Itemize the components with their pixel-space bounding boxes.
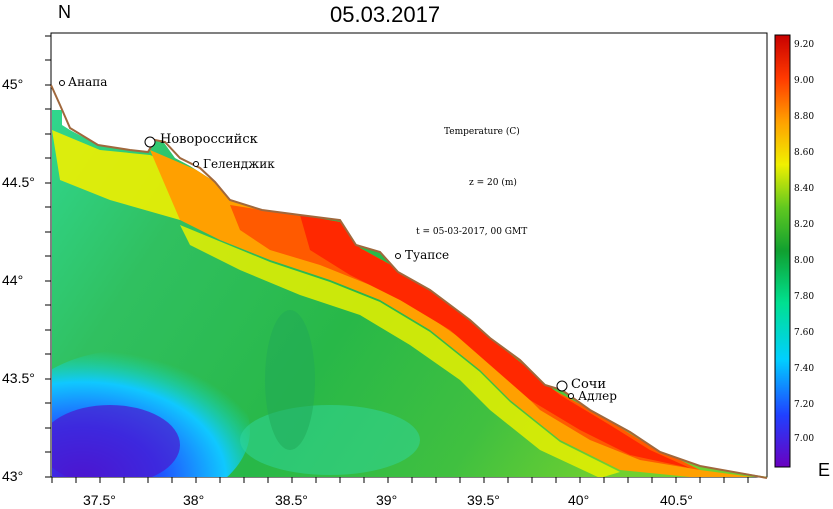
y-tick-label: 43.5° (2, 370, 35, 386)
variable-annotation: Temperature (C) (444, 127, 520, 137)
city-label-gelendzhik: Геленджик (203, 157, 275, 171)
colorbar-tick-label: 7.00 (794, 434, 815, 444)
colorbar-tick-label: 8.20 (794, 220, 815, 230)
colorbar-tick-label: 7.80 (794, 292, 815, 302)
colorbar-tick-label: 9.00 (794, 76, 815, 86)
colorbar-tick-label: 8.60 (794, 148, 815, 158)
y-tick-label: 45° (2, 76, 24, 92)
city-marker-adler (568, 393, 574, 399)
city-label-tuapse: Туапсе (405, 248, 450, 262)
x-tick-label: 40.5° (660, 492, 693, 508)
city-marker-gelendzhik (193, 161, 199, 167)
city-marker-sochi (556, 380, 568, 392)
colorbar-tick-label: 7.40 (794, 364, 815, 374)
time-annotation: t = 05-03-2017, 00 GMT (416, 227, 528, 237)
colorbar-tick-label: 7.20 (794, 400, 815, 410)
city-label-sochi: Сочи (571, 377, 607, 392)
north-label: N (58, 2, 71, 22)
x-tick-label: 39° (376, 492, 398, 508)
x-tick-label: 40° (568, 492, 590, 508)
city-marker-tuapse (395, 253, 401, 259)
x-tick-label: 38.5° (275, 492, 308, 508)
city-marker-novorossiysk (144, 136, 156, 148)
colorbar-tick-label: 7.60 (794, 328, 815, 338)
city-marker-anapa (59, 80, 65, 86)
y-tick-label: 44.5° (2, 174, 35, 190)
y-tick-label: 44° (2, 272, 24, 288)
y-axis-ticks (45, 35, 51, 478)
colorbar-tick-label: 8.80 (794, 112, 815, 122)
east-label: E (818, 460, 831, 480)
x-tick-label: 37.5° (83, 492, 116, 508)
map-title: 05.03.2017 (330, 2, 441, 27)
city-label-anapa: Анапа (68, 75, 108, 89)
colorbar-tick-label: 8.00 (794, 256, 815, 266)
x-tick-label: 38° (183, 492, 205, 508)
x-axis-ticks (51, 477, 749, 483)
colorbar (774, 34, 791, 468)
city-label-novorossiysk: Новороссийск (160, 132, 258, 147)
colorbar-tick-label: 9.20 (794, 40, 815, 50)
colorbar-tick-label: 8.40 (794, 184, 815, 194)
x-tick-label: 39.5° (467, 492, 500, 508)
depth-annotation: z = 20 (m) (469, 178, 517, 188)
y-tick-label: 43° (2, 468, 24, 484)
city-label-adler: Адлер (578, 389, 617, 403)
